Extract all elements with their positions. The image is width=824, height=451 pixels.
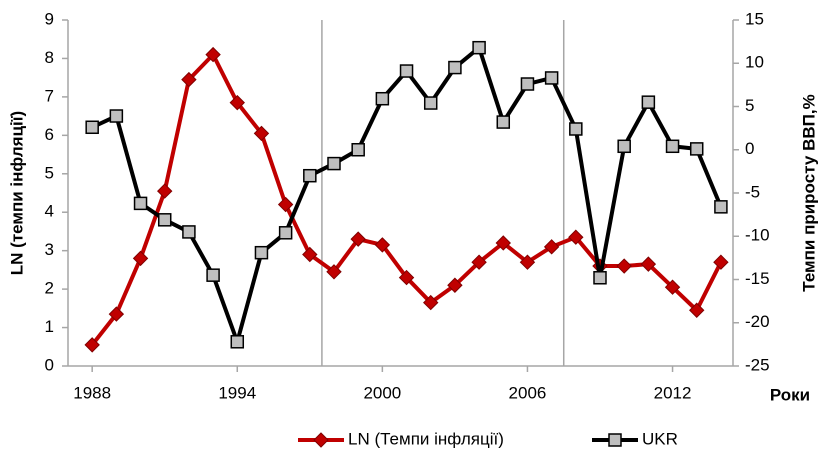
series-marker (399, 64, 414, 78)
y-tick-label: 4 (45, 202, 54, 221)
y-tick-label: 5 (45, 163, 54, 182)
series-marker (713, 254, 729, 270)
series-marker (253, 125, 270, 142)
series-marker (496, 115, 511, 129)
series-marker (205, 46, 221, 63)
x-tick-label: 2006 (509, 383, 547, 402)
series-marker (108, 306, 125, 322)
series-marker (398, 269, 415, 286)
series-marker (351, 143, 365, 157)
y-tick-label: 2 (45, 279, 54, 298)
series-marker (665, 139, 680, 154)
legend-marker (608, 433, 622, 447)
y2-tick-label: -25 (745, 355, 770, 374)
series-marker (447, 277, 463, 293)
series-marker (278, 226, 293, 240)
series-marker (519, 254, 536, 270)
x-tick-label: 2000 (363, 383, 401, 402)
x-tick-label: 2012 (654, 383, 692, 402)
y2-tick-label: 0 (745, 139, 754, 158)
series-marker (569, 122, 583, 136)
series-marker (616, 258, 632, 274)
series-marker (448, 60, 462, 75)
y-tick-label: 9 (45, 9, 54, 28)
series-marker (85, 120, 99, 135)
series-marker (133, 196, 148, 211)
series-marker (471, 254, 487, 270)
series-marker (132, 250, 149, 267)
series-marker (206, 268, 220, 282)
series-marker (544, 71, 559, 85)
series-marker (277, 196, 294, 213)
series-marker (182, 225, 196, 239)
x-tick-label: 1994 (218, 383, 256, 402)
legend-label: LN (Темпи інфляції) (348, 429, 504, 448)
y2-tick-label: -10 (745, 226, 770, 245)
y-tick-label: 6 (45, 125, 54, 144)
series-marker (303, 168, 317, 183)
series-marker (689, 302, 705, 318)
x-tick-label: 1988 (73, 383, 111, 402)
y2-tick-label: -5 (745, 182, 760, 201)
y2-tick-label: 5 (745, 96, 754, 115)
series-marker (472, 40, 486, 55)
series-marker (520, 77, 535, 91)
legend-marker (313, 432, 329, 448)
series-marker (495, 235, 511, 251)
series-marker (714, 200, 728, 214)
series-marker (327, 156, 341, 171)
series-marker (568, 229, 584, 245)
series-marker (302, 246, 318, 263)
y2-tick-label: -20 (745, 312, 770, 331)
y-tick-label: 3 (45, 240, 54, 259)
series-marker (157, 213, 172, 227)
x-axis-title: Роки (770, 385, 810, 404)
series-marker (326, 264, 342, 280)
y-tick-label: 0 (45, 355, 54, 374)
y-tick-label: 8 (45, 48, 54, 67)
series-marker (229, 94, 245, 111)
series-marker (84, 337, 100, 353)
series-marker (664, 279, 681, 295)
series-marker (617, 139, 631, 154)
series-marker (375, 91, 390, 106)
y-tick-label: 1 (45, 317, 54, 336)
series-marker (254, 245, 269, 260)
series-marker (230, 335, 245, 349)
series-marker (109, 109, 124, 123)
series-marker (641, 95, 656, 109)
series-marker (640, 256, 657, 272)
y-axis-title: LN (темпи інфляції) (7, 111, 26, 275)
y-tick-label: 7 (45, 86, 54, 105)
series-marker (423, 96, 438, 110)
series-marker (593, 271, 607, 285)
y2-tick-label: 10 (745, 53, 764, 72)
series-marker (374, 237, 391, 253)
series-marker (689, 142, 704, 156)
series-marker (543, 239, 560, 255)
series-marker (350, 231, 366, 247)
series-marker (181, 71, 197, 88)
series-marker (157, 183, 173, 199)
legend-label: UKR (642, 429, 678, 448)
y2-axis-title: Темпи приросту ВВП,% (799, 94, 818, 291)
y2-tick-label: 15 (745, 9, 764, 28)
y2-tick-label: -15 (745, 269, 770, 288)
series-line (90, 52, 723, 347)
series-marker (423, 294, 439, 311)
